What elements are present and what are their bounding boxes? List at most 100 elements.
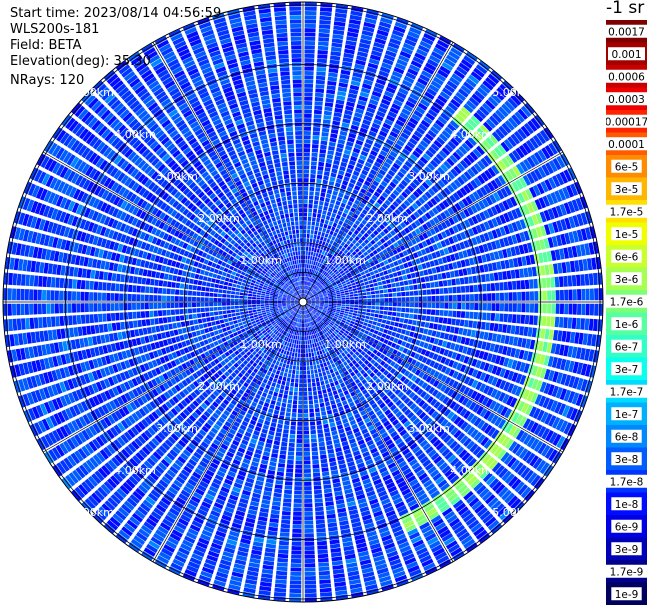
- ray-bin: [325, 405, 332, 411]
- ray-bin: [324, 379, 329, 385]
- ray-bin: [335, 99, 345, 105]
- ray-bin: [304, 511, 313, 516]
- ray-bin: [307, 221, 311, 226]
- ray-bin: [308, 400, 314, 405]
- ray-bin: [304, 118, 312, 123]
- ray-bin: [361, 30, 374, 37]
- ray-bin: [315, 187, 321, 192]
- ray-bin: [311, 148, 319, 153]
- ray-bin: [454, 270, 460, 277]
- ray-bin: [318, 272, 322, 277]
- ray-bin: [347, 286, 353, 290]
- ray-bin: [335, 103, 344, 109]
- ray-bin: [316, 381, 321, 387]
- ray-bin: [388, 42, 400, 50]
- ray-bin: [390, 278, 395, 283]
- ray-bin: [324, 303, 329, 305]
- ray-bin: [448, 295, 453, 302]
- ray-bin: [331, 212, 337, 218]
- ray-bin: [314, 105, 323, 111]
- ray-bin: [324, 492, 333, 498]
- ray-bin: [398, 323, 404, 328]
- ray-bin: [371, 205, 378, 212]
- ray-bin: [311, 221, 316, 226]
- ray-bin: [304, 567, 316, 572]
- ray-bin: [301, 336, 303, 341]
- ray-bin: [367, 323, 372, 328]
- ray-bin: [326, 444, 334, 450]
- ray-bin: [288, 369, 292, 374]
- ray-bin: [315, 281, 319, 286]
- ray-bin: [397, 302, 402, 307]
- ray-bin: [331, 46, 342, 52]
- ray-bin: [314, 493, 323, 499]
- ray-bin: [466, 329, 472, 337]
- ray-bin: [265, 482, 274, 488]
- ray-bin: [312, 212, 317, 218]
- ray-bin: [516, 280, 521, 290]
- ray-bin: [324, 496, 334, 502]
- ray-bin: [292, 408, 297, 413]
- ray-bin: [417, 44, 430, 53]
- ray-bin: [330, 199, 336, 204]
- ray-bin: [318, 28, 330, 34]
- ray-bin: [314, 191, 320, 197]
- ray-bin: [415, 81, 426, 90]
- ray-bin: [304, 571, 316, 576]
- ray-bin: [361, 314, 366, 319]
- ray-bin: [303, 160, 310, 165]
- ray-bin: [310, 369, 314, 374]
- ray-bin: [430, 289, 436, 295]
- ray-bin: [340, 216, 346, 222]
- ray-bin: [306, 353, 309, 358]
- ray-bin: [326, 154, 334, 160]
- ray-bin: [568, 303, 573, 315]
- ray-bin: [374, 286, 379, 291]
- ray-bin: [553, 263, 559, 274]
- ray-bin: [294, 477, 302, 482]
- ray-bin: [564, 289, 569, 301]
- ray-bin: [435, 309, 440, 316]
- ray-bin: [319, 446, 326, 451]
- ray-bin: [400, 312, 405, 318]
- ray-bin: [409, 331, 415, 337]
- ray-bin: [319, 279, 323, 283]
- ray-bin: [304, 268, 307, 273]
- ray-bin: [465, 285, 470, 293]
- ray-bin: [329, 137, 337, 143]
- ray-bin: [379, 261, 385, 267]
- ray-bin: [309, 260, 312, 265]
- ray-bin: [347, 97, 356, 103]
- ray-bin: [341, 300, 346, 302]
- ray-bin: [349, 84, 360, 91]
- ray-bin: [352, 203, 358, 209]
- ray-bin: [419, 270, 424, 277]
- ray-bin: [299, 379, 303, 383]
- ray-bin: [308, 251, 311, 256]
- ray-bin: [331, 168, 338, 174]
- ray-bin: [285, 346, 289, 351]
- ray-bin: [304, 593, 317, 598]
- ray-bin: [356, 273, 362, 278]
- ray-bin: [369, 99, 379, 106]
- ray-bin: [396, 292, 401, 297]
- ray-bin: [431, 267, 437, 274]
- ray-bin: [384, 302, 389, 306]
- ray-bin: [282, 376, 287, 382]
- ray-bin: [337, 174, 344, 180]
- ray-bin: [452, 302, 457, 310]
- ray-bin: [297, 413, 303, 418]
- ray-bin: [265, 547, 276, 553]
- ray-bin: [340, 310, 345, 313]
- ray-bin: [594, 303, 599, 316]
- ray-bin: [395, 62, 406, 71]
- ray-bin: [348, 132, 357, 139]
- ray-bin: [297, 353, 300, 358]
- ray-bin: [345, 309, 350, 312]
- ray-bin: [317, 231, 322, 236]
- ray-bin: [344, 218, 350, 224]
- ray-bin: [277, 557, 288, 563]
- ray-bin: [318, 441, 325, 447]
- ray-bin: [312, 459, 319, 465]
- ray-bin: [349, 304, 354, 307]
